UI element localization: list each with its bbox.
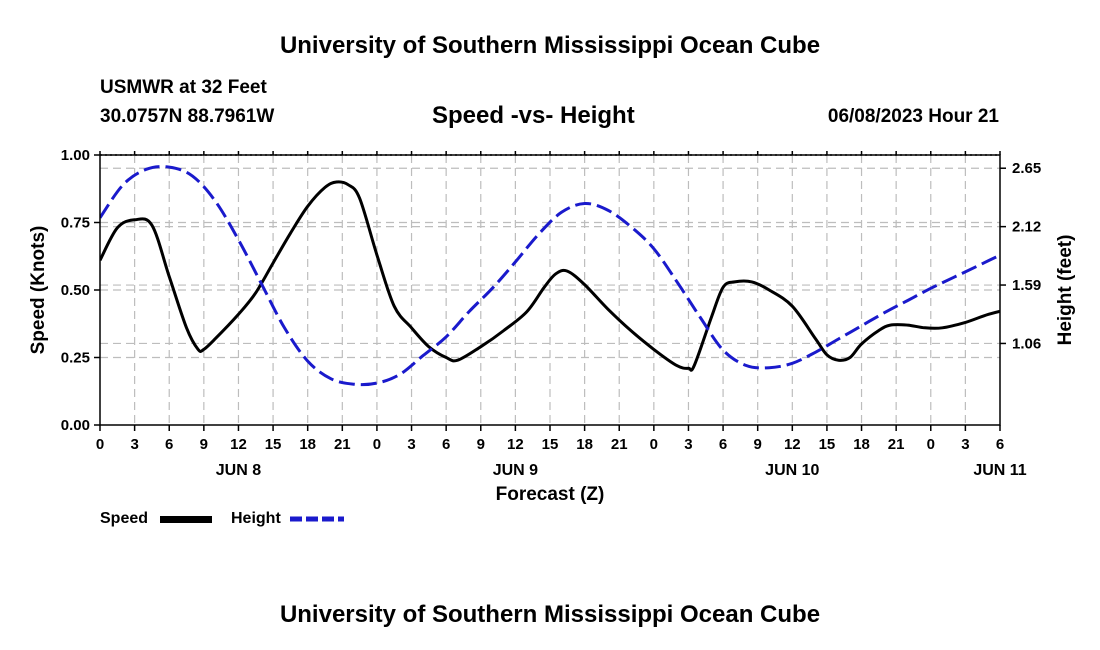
x-tick-label: 15 [819,436,836,453]
y-tick-label-right: 1.59 [1012,277,1041,294]
chart-subtitle: Speed -vs- Height [432,102,635,129]
x-tick-label: 3 [684,436,692,453]
forecast-datetime: 06/08/2023 Hour 21 [827,106,999,127]
x-tick-label: 18 [576,436,593,453]
x-tick-label: 3 [961,436,969,453]
legend-height-swatch [290,516,344,522]
x-tick-label: 9 [754,436,762,453]
legend-height-label: Height [231,510,281,527]
x-tick-label: 6 [165,436,173,453]
series-line-speed [100,180,1000,372]
day-label: JUN 10 [765,462,819,479]
legend-speed-label: Speed [100,510,149,527]
x-tick-label: 18 [853,436,870,453]
day-label: JUN 8 [216,462,261,479]
footer-title: University of Southern Mississippi Ocean… [279,601,821,628]
day-label: JUN 11 [973,462,1026,479]
y-tick-label-left: 0.00 [61,417,90,434]
x-tick-label: 0 [927,436,935,453]
y-tick-label-left: 1.00 [61,147,90,164]
x-tick-label: 0 [373,436,381,453]
y-tick-label-left: 0.25 [61,350,90,367]
y-tick-label-right: 2.65 [1012,160,1041,177]
chart-title: University of Southern Mississippi Ocean… [279,32,821,59]
y-tick-label-right: 2.12 [1012,219,1041,236]
y-tick-label-right: 1.06 [1012,335,1041,352]
x-tick-label: 15 [265,436,282,453]
x-tick-label: 21 [611,436,628,453]
x-tick-label: 18 [299,436,316,453]
x-axis-label: Forecast (Z) [496,484,605,505]
y-tick-label-left: 0.75 [61,215,90,232]
x-tick-label: 6 [442,436,450,453]
y-axis-label-left: Speed (Knots) [28,226,49,355]
station-coords: 30.0757N 88.7961W [100,106,275,127]
grid [100,155,1000,425]
series-layer [100,165,1000,387]
x-tick-label: 21 [888,436,905,453]
x-tick-label: 0 [650,436,658,453]
x-tick-label: 9 [477,436,485,453]
axes: 0 3 6 9 12 15 18 21 0 3 6 9 12 15 18 21 0 3 6 9 12 15 18 21 0 3 6 0… [61,147,1041,479]
y-axis-label-right: Height (feet) [1055,235,1076,346]
station-label: USMWR at 32 Feet [100,77,267,98]
x-tick-label: 6 [719,436,727,453]
legend-speed-swatch [160,516,212,523]
day-label: JUN 9 [493,462,538,479]
x-tick-label: 6 [996,436,1004,453]
series-line-height [100,165,1000,387]
x-tick-label: 9 [200,436,208,453]
x-tick-label: 0 [96,436,104,453]
x-tick-label: 3 [130,436,138,453]
x-tick-label: 12 [784,436,801,453]
x-tick-label: 12 [507,436,524,453]
x-tick-label: 21 [334,436,351,453]
x-tick-label: 12 [230,436,247,453]
y-tick-label-left: 0.50 [61,282,90,299]
x-tick-label: 3 [407,436,415,453]
x-tick-label: 15 [542,436,559,453]
